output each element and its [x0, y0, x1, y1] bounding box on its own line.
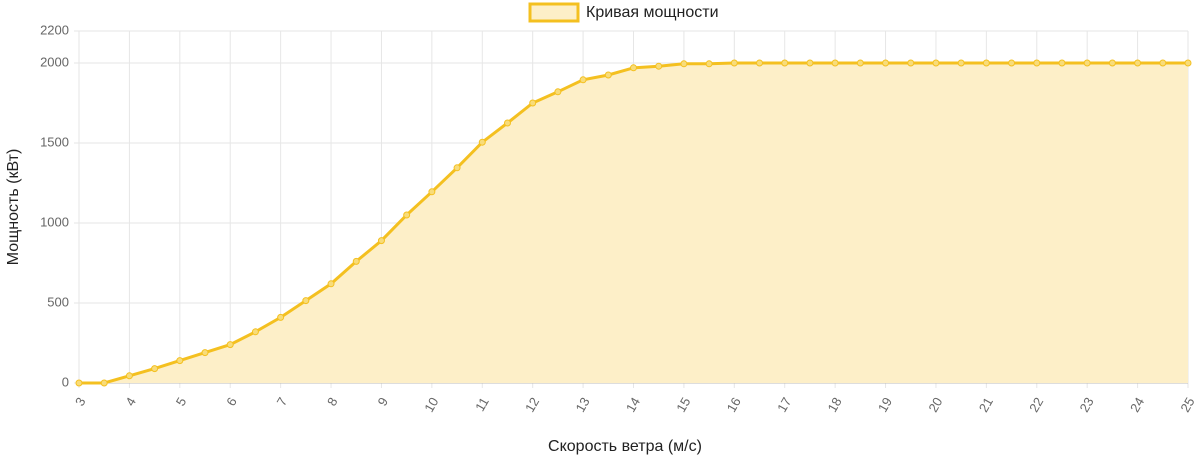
- point: [478, 138, 486, 146]
- point: [907, 59, 915, 67]
- x-tick-label: 5: [173, 395, 190, 409]
- point: [554, 88, 562, 96]
- point: [75, 379, 83, 387]
- y-tick-label: 500: [47, 294, 69, 309]
- x-tick-label: 24: [1127, 395, 1147, 415]
- point: [1108, 59, 1116, 67]
- point: [680, 60, 688, 68]
- x-tick-label: 18: [824, 395, 844, 415]
- point: [201, 349, 209, 357]
- point: [428, 188, 436, 196]
- point: [1159, 59, 1167, 67]
- area: [79, 63, 1188, 383]
- y-tick-label: 1000: [40, 214, 69, 229]
- point: [831, 59, 839, 67]
- legend-label: Кривая мощности: [586, 4, 719, 21]
- x-tick-label: 9: [374, 395, 391, 409]
- point: [630, 64, 637, 72]
- point: [781, 59, 789, 67]
- point: [1184, 59, 1192, 67]
- point: [756, 59, 764, 67]
- x-tick-label: 13: [572, 395, 592, 415]
- point: [1033, 59, 1041, 67]
- x-tick-label: 16: [724, 395, 744, 415]
- point: [705, 60, 713, 68]
- point: [453, 164, 461, 172]
- x-tick-label: 25: [1177, 395, 1197, 415]
- x-tick-label: 6: [223, 395, 240, 409]
- x-tick-label: 14: [623, 395, 643, 415]
- legend-swatch: [528, 2, 580, 23]
- point: [352, 257, 360, 265]
- point: [604, 71, 612, 79]
- x-tick-label: 3: [72, 395, 89, 409]
- y-axis-title: Мощность (кВт): [5, 149, 22, 266]
- point: [503, 119, 511, 127]
- point: [806, 59, 814, 67]
- y-tick-label: 2000: [40, 54, 69, 69]
- x-tick-label: 17: [774, 395, 794, 415]
- point: [277, 313, 285, 321]
- x-tick-label: 19: [875, 395, 895, 415]
- point: [932, 59, 940, 67]
- x-tick-label: 20: [925, 395, 945, 415]
- x-tick-label: 15: [673, 395, 693, 415]
- point: [1134, 59, 1142, 67]
- x-tick-label: 10: [421, 395, 441, 415]
- point: [982, 59, 990, 67]
- point: [730, 59, 738, 67]
- point: [125, 372, 133, 380]
- point: [226, 341, 234, 349]
- y-tick-label: 1500: [40, 134, 69, 149]
- point: [579, 76, 587, 84]
- point: [529, 99, 537, 107]
- x-tick-label: 8: [324, 395, 341, 409]
- x-tick-label: 21: [976, 395, 996, 415]
- point: [1058, 59, 1066, 67]
- y-tick-label: 0: [62, 374, 69, 389]
- point: [151, 365, 159, 373]
- x-tick-label: 12: [522, 395, 542, 415]
- x-tick-label: 4: [122, 395, 139, 409]
- point: [403, 211, 411, 219]
- point: [100, 379, 108, 387]
- y-tick-label: 2200: [40, 22, 69, 37]
- x-axis-title: Скорость ветра (м/с): [548, 438, 702, 455]
- point: [655, 62, 663, 70]
- x-tick-label: 11: [472, 395, 492, 414]
- point: [1083, 59, 1091, 67]
- point: [302, 297, 310, 305]
- point: [251, 328, 259, 336]
- point: [327, 280, 335, 288]
- x-tick-label: 7: [274, 395, 291, 409]
- point: [377, 237, 385, 245]
- point: [176, 357, 184, 365]
- point: [882, 59, 890, 67]
- point: [856, 59, 864, 67]
- x-tick-label: 23: [1077, 395, 1097, 415]
- point: [957, 59, 965, 67]
- point: [1008, 59, 1016, 67]
- x-tick-label: 22: [1026, 395, 1046, 415]
